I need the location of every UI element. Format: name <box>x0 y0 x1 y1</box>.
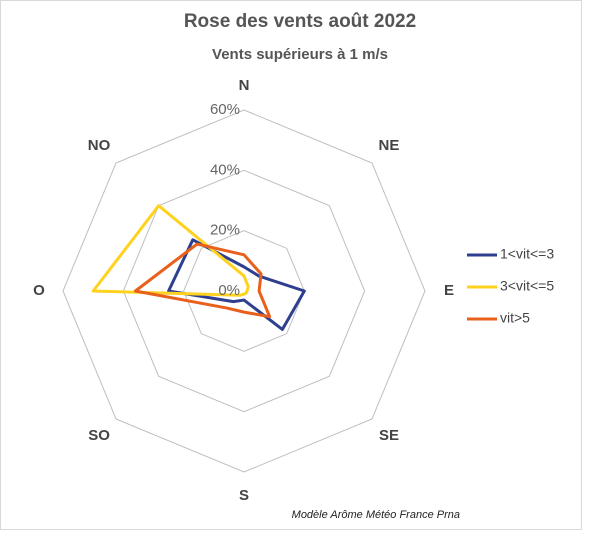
grid-ring <box>62 109 426 473</box>
grid-ring <box>183 230 305 352</box>
axis-label: NE <box>379 137 400 154</box>
chart-subtitle: Vents supérieurs à 1 m/s <box>212 46 388 63</box>
chart-border <box>0 0 582 530</box>
legend-label: 1<vit<=3 <box>500 246 554 262</box>
series-line <box>133 242 272 319</box>
legend-label: 3<vit<=5 <box>500 278 554 294</box>
chart-title: Rose des vents août 2022 <box>184 11 416 32</box>
axis-label: S <box>239 487 249 504</box>
annotation: Modèle Arôme Météo France Prna <box>292 509 460 521</box>
series-line <box>91 204 250 297</box>
axis-label: N <box>239 77 250 94</box>
r-tick-label: 40% <box>210 161 240 178</box>
axis-label: SO <box>88 427 110 444</box>
axis-label: E <box>444 282 454 299</box>
r-tick-label: 20% <box>210 222 240 239</box>
legend-label: vit>5 <box>500 310 530 326</box>
r-tick-label: 60% <box>210 101 240 118</box>
series-line <box>167 238 306 331</box>
axis-label: SE <box>379 427 399 444</box>
grid-ring <box>122 169 366 413</box>
axis-label: O <box>33 282 45 299</box>
axis-label: NO <box>88 137 111 154</box>
r-tick-label: 0% <box>218 282 240 299</box>
